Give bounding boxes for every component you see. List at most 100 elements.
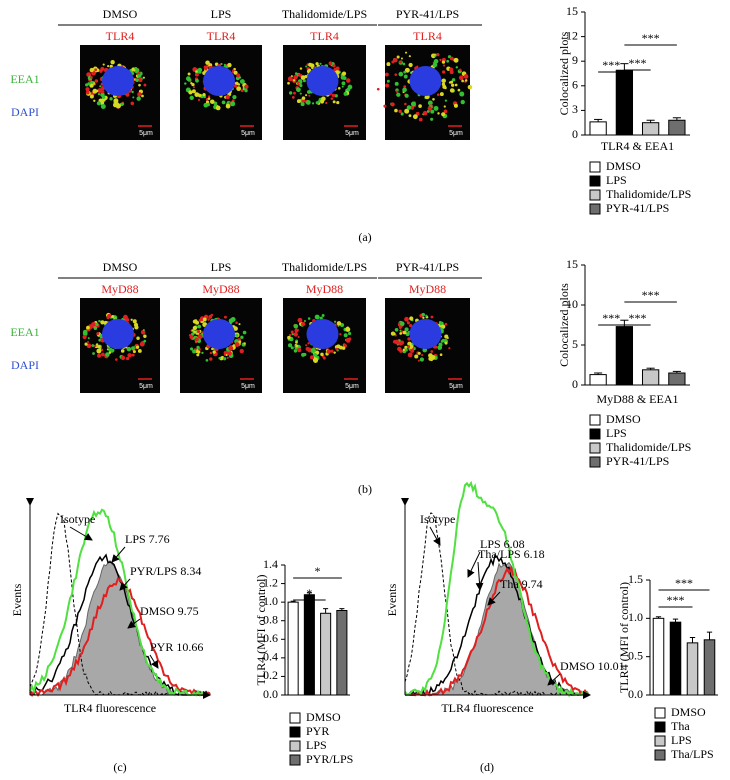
puncta — [436, 53, 440, 57]
puncta — [339, 333, 342, 336]
puncta — [123, 314, 128, 320]
puncta — [449, 88, 455, 93]
significance-label: *** — [642, 31, 660, 45]
legend-swatch — [289, 740, 301, 752]
puncta — [97, 93, 101, 96]
puncta — [218, 356, 221, 360]
puncta — [109, 97, 113, 101]
puncta — [396, 92, 401, 97]
puncta — [294, 72, 298, 75]
puncta — [460, 99, 465, 105]
puncta — [335, 347, 339, 351]
puncta — [439, 353, 443, 356]
puncta — [414, 354, 419, 359]
y-tick-label: 0.0 — [263, 687, 278, 701]
condition-label: DMSO — [103, 7, 138, 21]
puncta — [296, 99, 301, 104]
puncta — [89, 75, 93, 79]
puncta — [288, 334, 292, 337]
puncta — [300, 102, 305, 107]
puncta — [410, 348, 415, 353]
puncta — [132, 96, 135, 99]
puncta — [137, 73, 142, 78]
cell — [390, 312, 451, 362]
puncta — [317, 100, 321, 103]
legend-label: LPS — [671, 733, 692, 747]
stain-label: MyD88 — [409, 282, 446, 296]
puncta — [222, 357, 227, 361]
y-axis-label: Events — [10, 583, 24, 616]
puncta — [82, 331, 88, 337]
legend-label: Thalidomide/LPS — [606, 440, 691, 454]
puncta — [215, 105, 221, 111]
bar — [615, 326, 634, 386]
puncta — [453, 57, 459, 63]
puncta — [126, 346, 132, 352]
puncta — [419, 357, 425, 362]
puncta — [455, 66, 459, 69]
puncta — [227, 62, 232, 68]
puncta — [308, 68, 312, 72]
puncta — [293, 91, 296, 95]
puncta — [297, 317, 303, 323]
bar — [686, 642, 699, 696]
puncta — [130, 101, 135, 106]
puncta — [235, 333, 239, 337]
bar — [589, 121, 607, 136]
y-tick-label: 0.4 — [263, 650, 278, 664]
puncta — [234, 342, 240, 347]
puncta — [441, 78, 446, 83]
puncta — [430, 109, 435, 114]
puncta — [454, 83, 458, 87]
puncta — [198, 93, 202, 97]
legend-swatch — [589, 442, 601, 454]
puncta — [400, 112, 404, 116]
puncta — [444, 322, 448, 326]
puncta — [398, 60, 403, 64]
puncta — [290, 330, 294, 334]
legend-label: LPS — [606, 426, 627, 440]
puncta — [310, 355, 315, 360]
puncta — [141, 94, 144, 98]
puncta — [190, 347, 194, 351]
puncta — [295, 344, 299, 348]
puncta — [395, 90, 399, 93]
y-tick-label: 15 — [566, 4, 578, 18]
puncta — [348, 331, 352, 336]
puncta — [449, 56, 454, 61]
legend-label: LPS — [606, 173, 627, 187]
puncta — [101, 95, 106, 99]
puncta — [232, 69, 235, 72]
puncta — [441, 70, 446, 74]
puncta — [193, 330, 197, 334]
puncta — [443, 109, 448, 114]
puncta — [444, 341, 448, 345]
bar — [320, 612, 332, 696]
puncta — [113, 98, 119, 104]
puncta — [322, 356, 326, 360]
puncta — [108, 351, 112, 354]
y-tick-label: 1.5 — [628, 572, 643, 586]
puncta — [448, 347, 451, 350]
puncta — [237, 83, 241, 86]
puncta — [422, 110, 428, 116]
puncta — [90, 80, 94, 85]
annotation-arrow — [111, 546, 126, 563]
condition-label: LPS — [211, 7, 232, 21]
puncta — [453, 103, 458, 108]
puncta — [403, 85, 407, 89]
annotation: Tha 9.74 — [500, 577, 543, 591]
legend-swatch — [589, 189, 601, 201]
significance-label: *** — [667, 593, 685, 607]
puncta — [337, 86, 341, 90]
puncta — [343, 91, 348, 96]
puncta — [398, 325, 402, 329]
puncta — [208, 314, 213, 319]
channel-label: DAPI — [11, 358, 39, 372]
puncta — [226, 351, 231, 356]
puncta — [299, 92, 302, 95]
puncta — [336, 345, 339, 349]
puncta — [85, 87, 90, 92]
y-tick-label: 0.2 — [263, 668, 278, 682]
significance-label: *** — [629, 56, 647, 70]
